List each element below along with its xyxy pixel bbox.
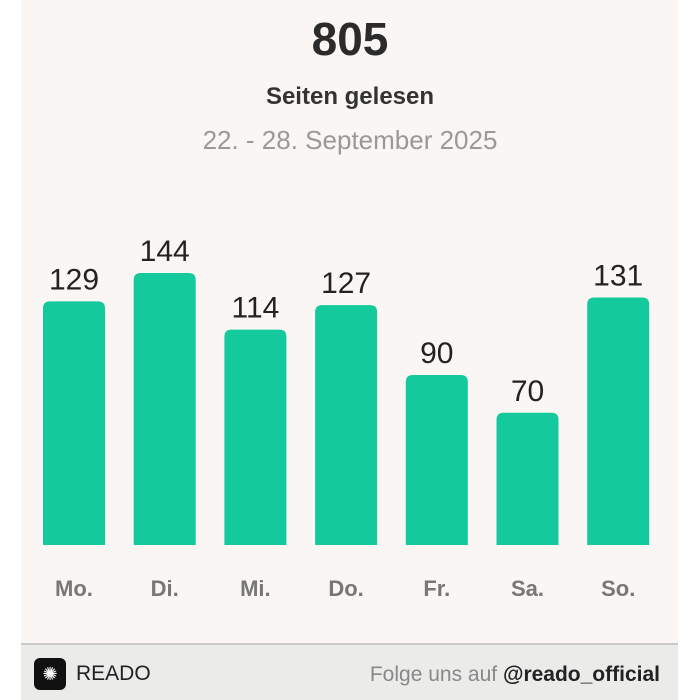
bar-Do. <box>315 305 378 545</box>
bar-chart: 129 Mo. 144 Di. 114 Mi. 127 Do. 90 Fr. 70 Sa. 131 So. <box>43 235 650 601</box>
category-label: Do. <box>328 576 363 601</box>
total-pages: 805 <box>311 13 389 65</box>
category-label: So. <box>601 576 635 601</box>
subtitle: Seiten gelesen <box>265 83 435 110</box>
data-label: 127 <box>321 267 371 300</box>
category-label: Di. <box>151 576 179 601</box>
brand-name: READO <box>76 662 151 685</box>
category-label: Mo. <box>55 576 93 601</box>
bar-Mi. <box>224 329 287 545</box>
bar-Sa. <box>496 412 559 545</box>
social-handle[interactable]: @reado_official <box>502 663 660 686</box>
bar-Di. <box>133 273 196 545</box>
date-range: 22. - 28. September 2025 <box>202 125 498 155</box>
data-label: 90 <box>420 337 453 370</box>
data-label: 70 <box>511 375 544 408</box>
reado-logo-icon: ✺ <box>34 658 66 690</box>
footer: ✺ READO Folge uns auf @reado_official <box>21 643 678 700</box>
follow-text: Folge uns auf @reado_official <box>370 663 660 687</box>
category-label: Sa. <box>511 576 544 601</box>
bar-Fr. <box>405 375 468 545</box>
follow-label: Folge uns auf <box>369 663 498 686</box>
data-label: 114 <box>231 292 279 325</box>
category-label: Mi. <box>240 576 271 601</box>
bar-Mo. <box>43 301 105 545</box>
data-label: 129 <box>49 263 99 296</box>
bar-So. <box>587 297 650 545</box>
category-label: Fr. <box>423 576 450 601</box>
data-label: 144 <box>140 235 190 268</box>
data-label: 131 <box>593 260 643 293</box>
